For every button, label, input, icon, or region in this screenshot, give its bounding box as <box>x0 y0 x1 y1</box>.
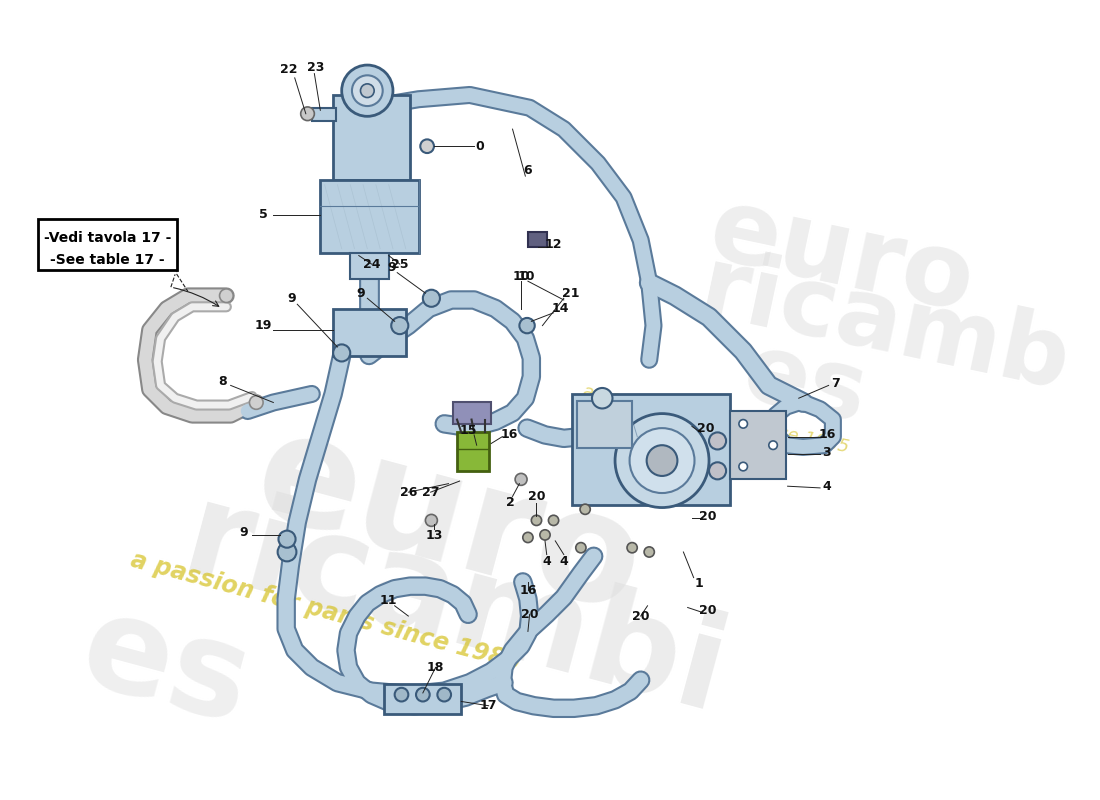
Text: 6: 6 <box>524 164 532 177</box>
Circle shape <box>426 514 438 526</box>
Text: 16: 16 <box>818 429 836 442</box>
Circle shape <box>575 542 586 553</box>
Bar <box>453 402 492 424</box>
Text: 20: 20 <box>698 510 716 522</box>
Text: 8: 8 <box>218 374 227 388</box>
Circle shape <box>540 530 550 540</box>
Circle shape <box>580 504 591 514</box>
Circle shape <box>710 462 726 479</box>
Text: 16: 16 <box>500 429 518 442</box>
Text: es: es <box>68 584 264 750</box>
Circle shape <box>519 318 535 334</box>
Circle shape <box>395 688 408 702</box>
Text: ricamb: ricamb <box>692 241 1078 410</box>
Text: 9: 9 <box>239 526 248 539</box>
Circle shape <box>710 432 726 450</box>
Text: 20: 20 <box>528 490 546 503</box>
Text: -Vedi tavola 17 -: -Vedi tavola 17 - <box>44 230 172 245</box>
Text: a passion for parts since 1985: a passion for parts since 1985 <box>128 548 524 675</box>
Text: 20: 20 <box>698 603 716 617</box>
Circle shape <box>531 515 541 526</box>
Text: 1: 1 <box>694 577 703 590</box>
Text: 19: 19 <box>254 319 272 332</box>
Text: 20: 20 <box>631 610 649 622</box>
Text: es: es <box>735 327 876 444</box>
Text: 9: 9 <box>387 261 396 274</box>
Text: 16: 16 <box>519 584 537 597</box>
Text: 24: 24 <box>363 258 381 270</box>
Circle shape <box>645 547 654 557</box>
Text: 10: 10 <box>517 270 535 282</box>
Bar <box>528 232 547 247</box>
Circle shape <box>352 75 383 106</box>
Text: 17: 17 <box>480 699 497 712</box>
Text: 11: 11 <box>379 594 397 607</box>
Bar <box>350 253 388 278</box>
Bar <box>333 95 410 180</box>
Text: ricambi: ricambi <box>170 474 740 741</box>
Text: 13: 13 <box>426 530 442 542</box>
Text: 22: 22 <box>280 63 297 76</box>
Circle shape <box>220 289 233 302</box>
Circle shape <box>278 530 296 548</box>
Text: 21: 21 <box>562 286 580 300</box>
Circle shape <box>361 84 374 98</box>
Text: 4: 4 <box>823 480 832 493</box>
Text: 0: 0 <box>475 140 484 153</box>
Text: euro: euro <box>701 180 983 334</box>
Text: 12: 12 <box>544 238 562 251</box>
Circle shape <box>277 542 296 562</box>
Bar <box>572 394 730 505</box>
Circle shape <box>629 428 694 493</box>
Bar <box>311 108 336 121</box>
Circle shape <box>420 139 434 153</box>
Circle shape <box>592 388 613 409</box>
Text: 26: 26 <box>399 486 417 498</box>
Text: 4: 4 <box>560 555 569 568</box>
Circle shape <box>615 414 710 507</box>
Circle shape <box>300 107 315 121</box>
Circle shape <box>739 462 748 471</box>
Circle shape <box>739 419 748 428</box>
Text: 9: 9 <box>288 292 297 305</box>
Text: 4: 4 <box>542 555 551 568</box>
Bar <box>39 219 177 270</box>
Circle shape <box>392 317 408 334</box>
Bar <box>320 180 419 253</box>
Text: 27: 27 <box>421 486 439 498</box>
Text: 18: 18 <box>427 661 444 674</box>
Bar <box>730 411 785 479</box>
Circle shape <box>422 290 440 307</box>
Text: 2: 2 <box>506 496 515 509</box>
Text: 9: 9 <box>356 286 365 300</box>
Circle shape <box>769 441 778 450</box>
Bar <box>576 401 632 448</box>
Bar <box>333 309 406 355</box>
Text: a passion for parts since 1985: a passion for parts since 1985 <box>581 382 850 457</box>
Circle shape <box>549 515 559 526</box>
Text: euro: euro <box>239 399 657 645</box>
Circle shape <box>342 65 393 116</box>
Circle shape <box>333 344 350 362</box>
Text: 15: 15 <box>460 424 477 437</box>
Circle shape <box>627 542 637 553</box>
Circle shape <box>515 474 527 486</box>
Text: 23: 23 <box>307 61 324 74</box>
Text: 5: 5 <box>258 208 267 221</box>
Text: 3: 3 <box>823 446 832 458</box>
Text: 7: 7 <box>832 377 839 390</box>
Bar <box>384 684 461 714</box>
Text: 20: 20 <box>697 422 714 434</box>
Circle shape <box>522 532 534 542</box>
Text: 20: 20 <box>521 608 538 621</box>
Text: -See table 17 -: -See table 17 - <box>51 253 165 267</box>
Circle shape <box>647 446 678 476</box>
Circle shape <box>416 688 430 702</box>
Circle shape <box>250 396 263 410</box>
Text: 25: 25 <box>390 258 408 270</box>
Text: 14: 14 <box>551 302 569 315</box>
Bar <box>456 432 490 471</box>
Text: 10: 10 <box>513 270 530 282</box>
Circle shape <box>438 688 451 702</box>
